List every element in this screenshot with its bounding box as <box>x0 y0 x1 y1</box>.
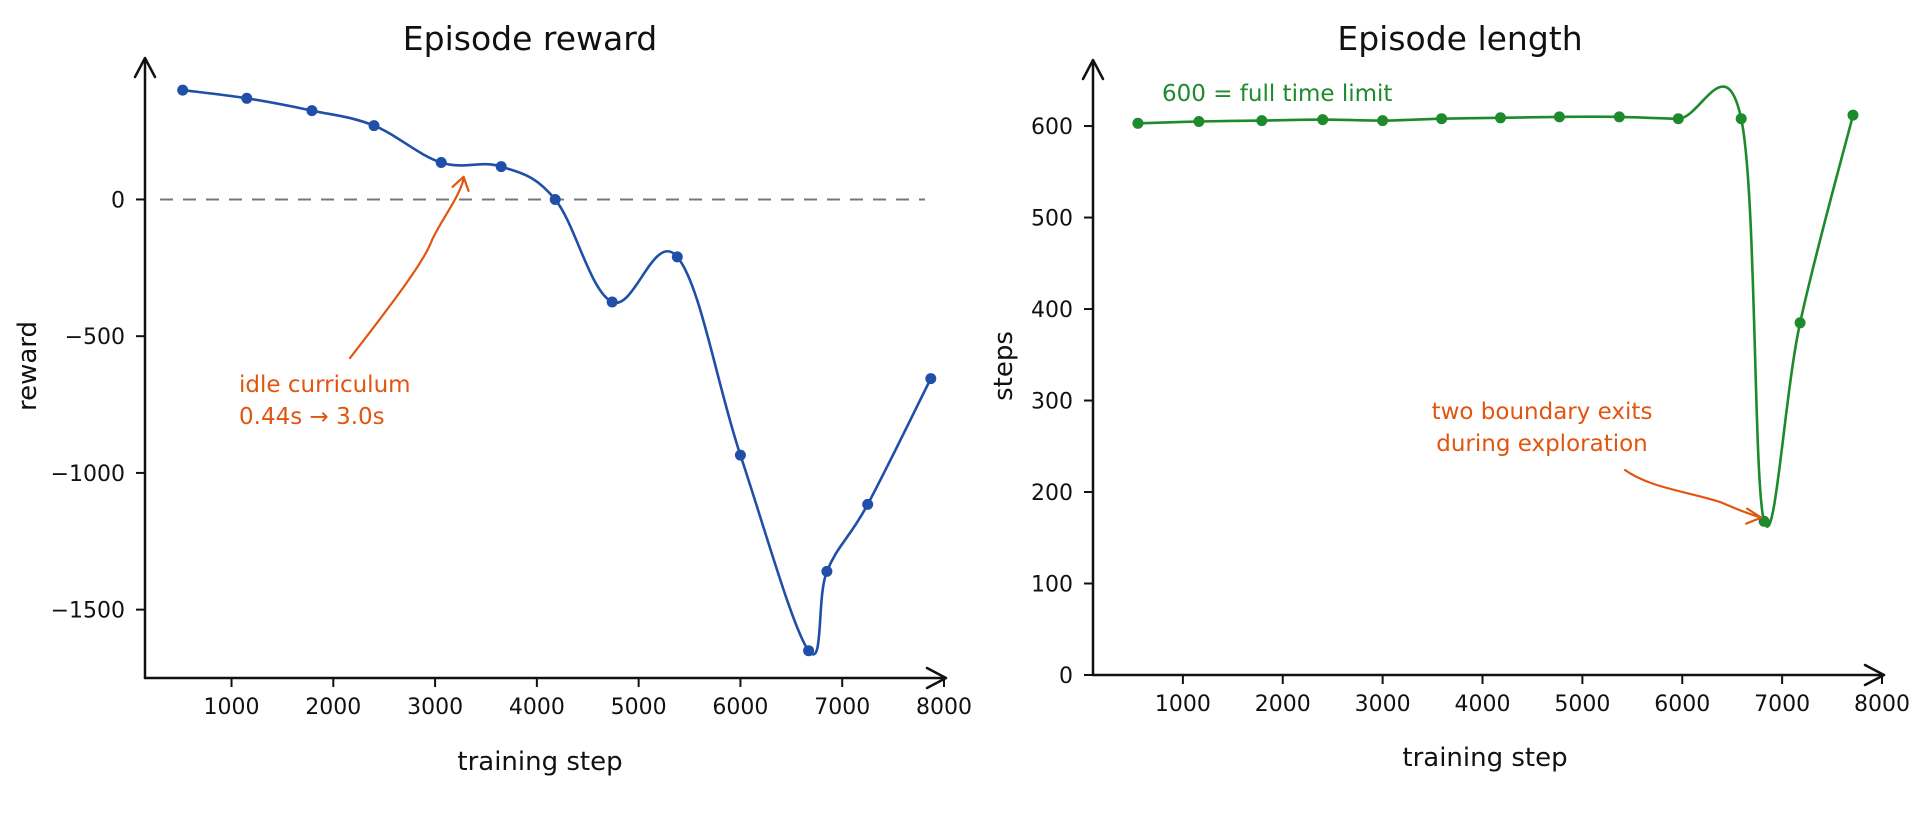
data-point <box>1436 113 1448 125</box>
x-axis-label: training step <box>457 747 622 777</box>
y-tick-label: 200 <box>1031 481 1073 506</box>
x-tick-label: 2000 <box>305 695 361 720</box>
series-length <box>1132 85 1859 528</box>
data-point <box>1495 112 1506 124</box>
data-point <box>1735 113 1747 125</box>
x-tick-label: 1000 <box>1155 692 1211 717</box>
y-tick-label: 100 <box>1031 573 1073 598</box>
time-limit-annotation: 600 = full time limit <box>1162 81 1392 107</box>
data-point <box>821 565 833 577</box>
reward-chart: Episode reward 1000 2000 3000 4000 5000 6000 7… <box>13 19 972 777</box>
x-tick-label: 3000 <box>1355 692 1411 717</box>
x-ticks: 1000 2000 3000 4000 5000 6000 7000 8000 <box>1155 675 1910 717</box>
chart-title: Episode reward <box>403 19 657 58</box>
data-point <box>368 120 380 132</box>
y-tick-label: 500 <box>1031 207 1073 232</box>
x-tick-label: 3000 <box>407 695 463 720</box>
x-tick-label: 1000 <box>204 695 260 720</box>
annotation-arrow <box>348 177 465 360</box>
data-point <box>1132 117 1144 129</box>
y-tick-label: 600 <box>1031 115 1073 140</box>
data-point <box>177 84 189 96</box>
annotation-idle-curriculum: idle curriculum 0.44s → 3.0s <box>239 175 470 430</box>
data-point <box>862 498 874 510</box>
y-tick-label: 0 <box>111 188 125 213</box>
x-axis-arrow <box>925 666 948 690</box>
annotation-line-1: two boundary exits <box>1432 399 1653 425</box>
data-point <box>495 161 507 173</box>
data-point <box>1847 109 1859 121</box>
y-ticks: 0 −500 −1000 −1500 <box>51 188 145 624</box>
x-tick-label: 8000 <box>916 695 972 720</box>
annotation-line-1: idle curriculum <box>239 372 411 398</box>
data-point <box>606 296 618 308</box>
annotation-boundary-exits: two boundary exits during exploration <box>1432 399 1763 525</box>
y-tick-label: −500 <box>65 325 125 350</box>
x-axis-arrow <box>1863 663 1886 687</box>
y-axis-label: steps <box>989 331 1019 401</box>
x-tick-label: 4000 <box>509 695 565 720</box>
y-tick-label: −1000 <box>51 462 125 487</box>
axes <box>133 56 948 690</box>
data-point <box>1553 111 1565 123</box>
y-axis-label: reward <box>13 321 43 411</box>
y-axis-arrow <box>1081 58 1105 81</box>
length-chart: Episode length 1000 2000 3000 4000 5000 6000 7… <box>989 19 1910 773</box>
x-ticks: 1000 2000 3000 4000 5000 6000 7000 8000 <box>204 678 972 720</box>
annotation-arrow <box>1623 468 1763 519</box>
y-axis-arrow <box>133 56 157 79</box>
y-ticks: 0 100 200 300 400 500 600 <box>1031 115 1093 689</box>
annotation-line-2: during exploration <box>1436 431 1648 457</box>
data-point <box>1256 115 1268 127</box>
data-point <box>549 194 561 205</box>
data-point <box>1317 114 1329 126</box>
x-tick-label: 5000 <box>611 695 667 720</box>
x-tick-label: 2000 <box>1255 692 1311 717</box>
annotation-arrowhead <box>1745 507 1763 525</box>
annotation-arrowhead <box>451 175 470 192</box>
y-tick-label: −1500 <box>51 599 125 624</box>
data-point <box>803 645 815 657</box>
y-tick-label: 300 <box>1031 390 1073 415</box>
x-tick-label: 7000 <box>814 695 870 720</box>
data-point <box>925 373 937 385</box>
series-line <box>181 88 933 656</box>
data-point <box>306 105 318 117</box>
series-line <box>1136 85 1855 528</box>
x-axis-label: training step <box>1402 743 1567 773</box>
x-tick-label: 6000 <box>1654 692 1710 717</box>
data-point <box>1193 116 1205 127</box>
data-point <box>435 157 447 168</box>
data-point <box>1613 111 1625 123</box>
data-point <box>1794 317 1806 329</box>
y-tick-label: 400 <box>1031 298 1073 323</box>
series-reward <box>177 84 937 657</box>
y-tick-label: 0 <box>1059 664 1073 689</box>
annotation-line-2: 0.44s → 3.0s <box>239 404 385 430</box>
data-point <box>734 449 746 461</box>
x-tick-label: 5000 <box>1554 692 1610 717</box>
data-point <box>1377 115 1389 127</box>
data-point <box>241 92 253 104</box>
x-tick-label: 7000 <box>1754 692 1810 717</box>
x-tick-label: 6000 <box>712 695 768 720</box>
data-point <box>671 251 683 263</box>
x-tick-label: 4000 <box>1455 692 1511 717</box>
x-tick-label: 8000 <box>1854 692 1910 717</box>
chart-title: Episode length <box>1337 19 1582 58</box>
axes <box>1081 58 1886 687</box>
data-point <box>1672 113 1684 125</box>
